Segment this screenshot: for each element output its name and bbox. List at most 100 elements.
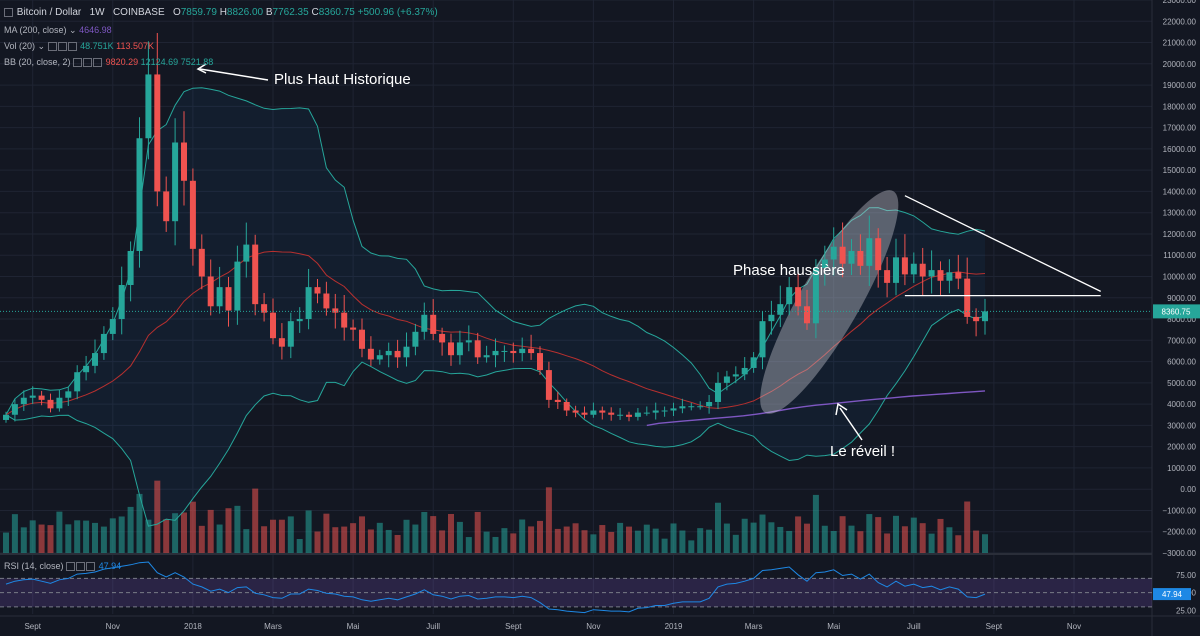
candle-body xyxy=(857,250,864,266)
last-price-label: 8360.75 xyxy=(1162,307,1191,316)
indicator-bb-upper: 12124.69 xyxy=(140,57,179,67)
candle-body xyxy=(118,285,125,320)
volume-bar xyxy=(910,517,917,553)
gear-icon[interactable] xyxy=(83,58,93,68)
candle-body xyxy=(198,248,205,277)
candle-body xyxy=(287,321,294,347)
time-tick-label: Nov xyxy=(586,622,600,631)
volume-bar xyxy=(448,513,454,553)
candle-body xyxy=(670,408,677,411)
volume-bar xyxy=(261,526,268,553)
candle-body xyxy=(821,259,828,268)
volume-bar xyxy=(483,531,490,553)
gear-icon[interactable] xyxy=(76,562,86,572)
candle-body xyxy=(314,287,321,294)
candle-body xyxy=(697,406,704,408)
close-icon[interactable] xyxy=(93,58,103,68)
price-tick-label: 4000.00 xyxy=(1167,400,1196,409)
volume-bar xyxy=(394,534,401,553)
close-icon[interactable] xyxy=(67,42,77,52)
volume-bar xyxy=(688,540,695,553)
price-tick-label: 8000.00 xyxy=(1167,315,1196,324)
candle-body xyxy=(341,312,348,328)
interval[interactable]: 1W xyxy=(89,7,105,18)
volume-bar xyxy=(29,520,36,553)
eye-icon[interactable] xyxy=(47,42,57,52)
volume-bar xyxy=(181,512,187,553)
price-tick-label: 18000.00 xyxy=(1163,102,1197,111)
indicator-vol[interactable]: Vol (20) ⌄ 48.751K 113.507K xyxy=(4,41,155,52)
candle-body xyxy=(643,412,650,414)
volume-bar xyxy=(750,522,757,553)
volume-bar xyxy=(385,529,392,553)
volume-bar xyxy=(430,516,437,553)
candle-body xyxy=(572,410,579,413)
volume-bar xyxy=(955,535,962,553)
time-tick-label: Mars xyxy=(745,622,763,631)
candle-body xyxy=(777,304,784,315)
volume-bar xyxy=(821,525,828,553)
volume-bar xyxy=(323,513,330,553)
candle-body xyxy=(492,350,499,356)
candle-body xyxy=(172,142,179,222)
volume-bar xyxy=(207,509,214,553)
candle-body xyxy=(510,350,517,354)
volume-bar xyxy=(866,514,873,553)
gear-icon[interactable] xyxy=(57,42,67,52)
price-tick-label: 23000.00 xyxy=(1163,0,1197,5)
volume-bar xyxy=(367,529,374,553)
candle-body xyxy=(465,340,472,343)
candle-body xyxy=(136,138,143,251)
ath-arrow xyxy=(199,68,269,81)
volume-bar xyxy=(599,525,606,553)
candle-body xyxy=(385,350,392,356)
symbol-name[interactable]: Bitcoin / Dollar xyxy=(16,7,82,18)
candle-body xyxy=(350,327,357,330)
volume-bar xyxy=(100,526,107,553)
indicator-bb[interactable]: BB (20, close, 2) 9820.29 12124.69 7521.… xyxy=(4,57,214,68)
time-tick-label: Mai xyxy=(827,622,840,631)
indicator-ma[interactable]: MA (200, close) ⌄ 4646.98 xyxy=(4,25,112,35)
last-price-badge xyxy=(1153,304,1200,319)
volume-bar xyxy=(492,536,499,553)
candle-body xyxy=(884,270,891,283)
wake-annotation: Le réveil ! xyxy=(830,443,895,460)
volume-bar xyxy=(973,530,980,553)
price-tick-label: 19000.00 xyxy=(1163,81,1197,90)
collapse-icon[interactable] xyxy=(4,7,13,17)
eye-icon[interactable] xyxy=(73,58,83,68)
candle-body xyxy=(83,365,90,373)
candle-body xyxy=(376,355,383,360)
candle-body xyxy=(830,246,837,260)
candle-body xyxy=(207,276,214,307)
price-tick-label: 11000.00 xyxy=(1163,251,1196,260)
indicator-bb-lower: 7521.88 xyxy=(180,57,214,67)
volume-bar xyxy=(56,511,63,553)
indicator-rsi[interactable]: RSI (14, close) 47.94 xyxy=(4,561,121,572)
eye-icon[interactable] xyxy=(66,562,76,572)
volume-bar xyxy=(172,513,179,553)
candle-body xyxy=(973,316,980,322)
rsi-tick-label: 75.00 xyxy=(1176,571,1197,580)
candle-body xyxy=(910,263,917,275)
candle-body xyxy=(38,395,45,400)
volume-bar xyxy=(439,530,446,553)
candle-body xyxy=(359,329,365,349)
price-tick-label: 5000.00 xyxy=(1167,379,1196,388)
candle-body xyxy=(47,399,54,409)
volume-bar xyxy=(857,531,864,553)
close-icon[interactable] xyxy=(86,562,96,572)
volume-bar xyxy=(510,533,517,553)
volume-bar xyxy=(893,515,899,553)
time-tick-label: Juill xyxy=(426,622,440,631)
volume-bar xyxy=(679,530,686,553)
volume-bar xyxy=(723,523,730,553)
price-tick-label: 17000.00 xyxy=(1163,124,1197,133)
price-tick-label: 14000.00 xyxy=(1163,187,1197,196)
indicator-rsi-label: RSI (14, close) xyxy=(4,561,64,571)
candle-body xyxy=(11,404,18,415)
candle-body xyxy=(955,272,962,279)
volume-bar xyxy=(982,534,988,553)
volume-bar xyxy=(919,523,926,553)
volume-bar xyxy=(563,526,570,553)
